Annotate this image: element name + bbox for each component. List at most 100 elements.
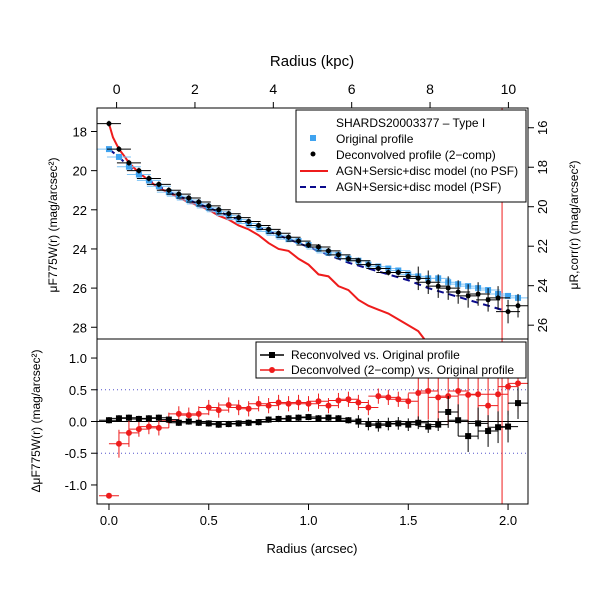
reconv-diff-point: [295, 414, 302, 421]
deconv-diff-point: [285, 400, 292, 407]
deconv-diff-point: [325, 402, 332, 409]
reconv-diff-point: [445, 408, 452, 415]
deconvolved-point: [325, 248, 331, 254]
deconv-diff-point: [275, 399, 282, 406]
reconv-diff-point: [335, 415, 342, 422]
reconv-diff-point: [355, 418, 362, 425]
original-point: [115, 153, 122, 160]
deconv-diff-point: [195, 410, 202, 417]
reconv-diff-point: [155, 414, 162, 421]
bottom-panel: 0.0 0.5 1.0 1.5 2.0 -1.0 -0.5 0.0 0.5 1.0: [65, 339, 528, 528]
deconv-diff-point: [235, 404, 242, 411]
reconv-diff-point: [465, 433, 472, 440]
deconv-diff-point: [355, 399, 362, 406]
y-tick-label-left-bottom: 1.0: [69, 351, 87, 366]
deconvolved-point: [216, 207, 222, 213]
deconv-diff-point: [175, 410, 182, 417]
reconv-diff-point: [365, 421, 372, 428]
y-tick-label-right-top: 18: [535, 160, 550, 174]
reconv-diff-point: [425, 423, 432, 430]
deconv-diff-point: [485, 402, 492, 409]
model-nopsf-line: [108, 123, 426, 339]
reconv-diff-point: [205, 420, 212, 427]
original-point: [135, 171, 142, 178]
y-tick-label-left-top: 18: [73, 124, 87, 139]
deconv-diff-point: [475, 391, 482, 398]
legend-model-psf: AGN+Sersic+disc model (PSF): [336, 180, 501, 194]
reconv-diff-point: [145, 415, 152, 422]
y-tick-label-right-top: 22: [535, 239, 550, 253]
x-tick-label-bottom: 0.5: [200, 513, 218, 528]
reconv-diff-point: [225, 421, 232, 428]
reconv-diff-point: [245, 419, 252, 426]
deconv-diff-point: [405, 398, 412, 405]
y-tick-label-left-bottom: -0.5: [65, 446, 87, 461]
x-tick-label-top-kpc: 4: [269, 81, 277, 97]
deconvolved-point: [206, 203, 212, 209]
deconvolved-point: [226, 211, 232, 217]
y-axis-title-right-top: μR,corr(r) (mag/arcsec²): [567, 161, 581, 290]
y-tick-label-left-top: 26: [73, 281, 87, 296]
reconv-diff-point: [315, 415, 322, 422]
deconvolved-point: [335, 252, 341, 258]
reconv-diff-point: [415, 419, 422, 426]
deconvolved-point: [495, 295, 501, 301]
top-legend: SHARDS20003377 – Type I Original profile…: [295, 109, 527, 203]
deconv-diff-point: [265, 402, 272, 409]
deconvolved-point: [465, 293, 471, 299]
y-tick-label-left-top: 22: [73, 203, 87, 218]
top-plot-area: [97, 108, 528, 339]
deconv-diff-point: [435, 394, 442, 401]
y-axis-title-left-top: μF775W(r) (mag/arcsec²): [46, 158, 60, 293]
reconv-diff-point: [385, 421, 392, 428]
reconv-diff-point: [115, 415, 122, 422]
bottom-legend: Reconvolved vs. Original profile Deconvo…: [255, 341, 527, 379]
deconvolved-point: [445, 285, 451, 291]
deconvolved-point: [126, 160, 132, 166]
y-tick-label-left-bottom: 0.0: [69, 415, 87, 430]
deconvolved-point: [136, 168, 142, 174]
reconv-diff-point: [475, 420, 482, 427]
reconv-diff-point: [305, 414, 312, 421]
deconvolved-point: [296, 238, 302, 244]
original-point: [125, 163, 132, 170]
reconv-diff-point: [215, 421, 222, 428]
reconv-diff-point: [395, 420, 402, 427]
reconv-diff-point: [185, 418, 192, 425]
deconvolved-point: [186, 195, 192, 201]
deconv-diff-point: [425, 388, 432, 395]
deconvolved-point: [246, 219, 252, 225]
deconv-diff-point: [335, 397, 342, 404]
x-tick-label-top-kpc: 10: [501, 81, 517, 97]
x-axis-title-top: Radius (kpc): [270, 53, 354, 70]
legend-reconvolved: Reconvolved vs. Original profile: [291, 348, 460, 362]
legend-deconv-vs-orig: Deconvolved (2−comp) vs. Original profil…: [291, 363, 514, 377]
deconv-diff-point: [215, 407, 222, 414]
deconvolved-point: [196, 199, 202, 205]
reconv-diff-point: [455, 417, 462, 424]
reconv-diff-point: [505, 423, 512, 430]
legend-original: Original profile: [336, 132, 414, 146]
deconv-diff-point: [345, 396, 352, 403]
reconv-diff-point: [165, 416, 172, 423]
legend-model-nopsf: AGN+Sersic+disc model (no PSF): [336, 164, 518, 178]
reconv-diff-point: [405, 421, 412, 428]
reconv-diff-point: [195, 419, 202, 426]
y-tick-label-right-top: 20: [535, 199, 550, 213]
reconv-diff-point: [345, 417, 352, 424]
deconv-diff-point: [135, 426, 142, 433]
reconv-diff-point: [235, 420, 242, 427]
x-tick-label-bottom: 0.0: [100, 513, 118, 528]
deconvolved-point: [315, 244, 321, 250]
reconv-diff-point: [135, 415, 142, 422]
deconv-diff-point: [295, 399, 302, 406]
deconv-diff-point: [105, 492, 112, 499]
y-tick-label-right-top: 16: [535, 121, 550, 135]
reconv-diff-point: [325, 414, 332, 421]
deconvolved-point: [475, 291, 481, 297]
top-legend-title: SHARDS20003377 – Type I: [336, 116, 485, 130]
reconv-diff-point: [495, 424, 502, 431]
deconvolved-point: [276, 230, 282, 236]
deconv-diff-point: [465, 391, 472, 398]
